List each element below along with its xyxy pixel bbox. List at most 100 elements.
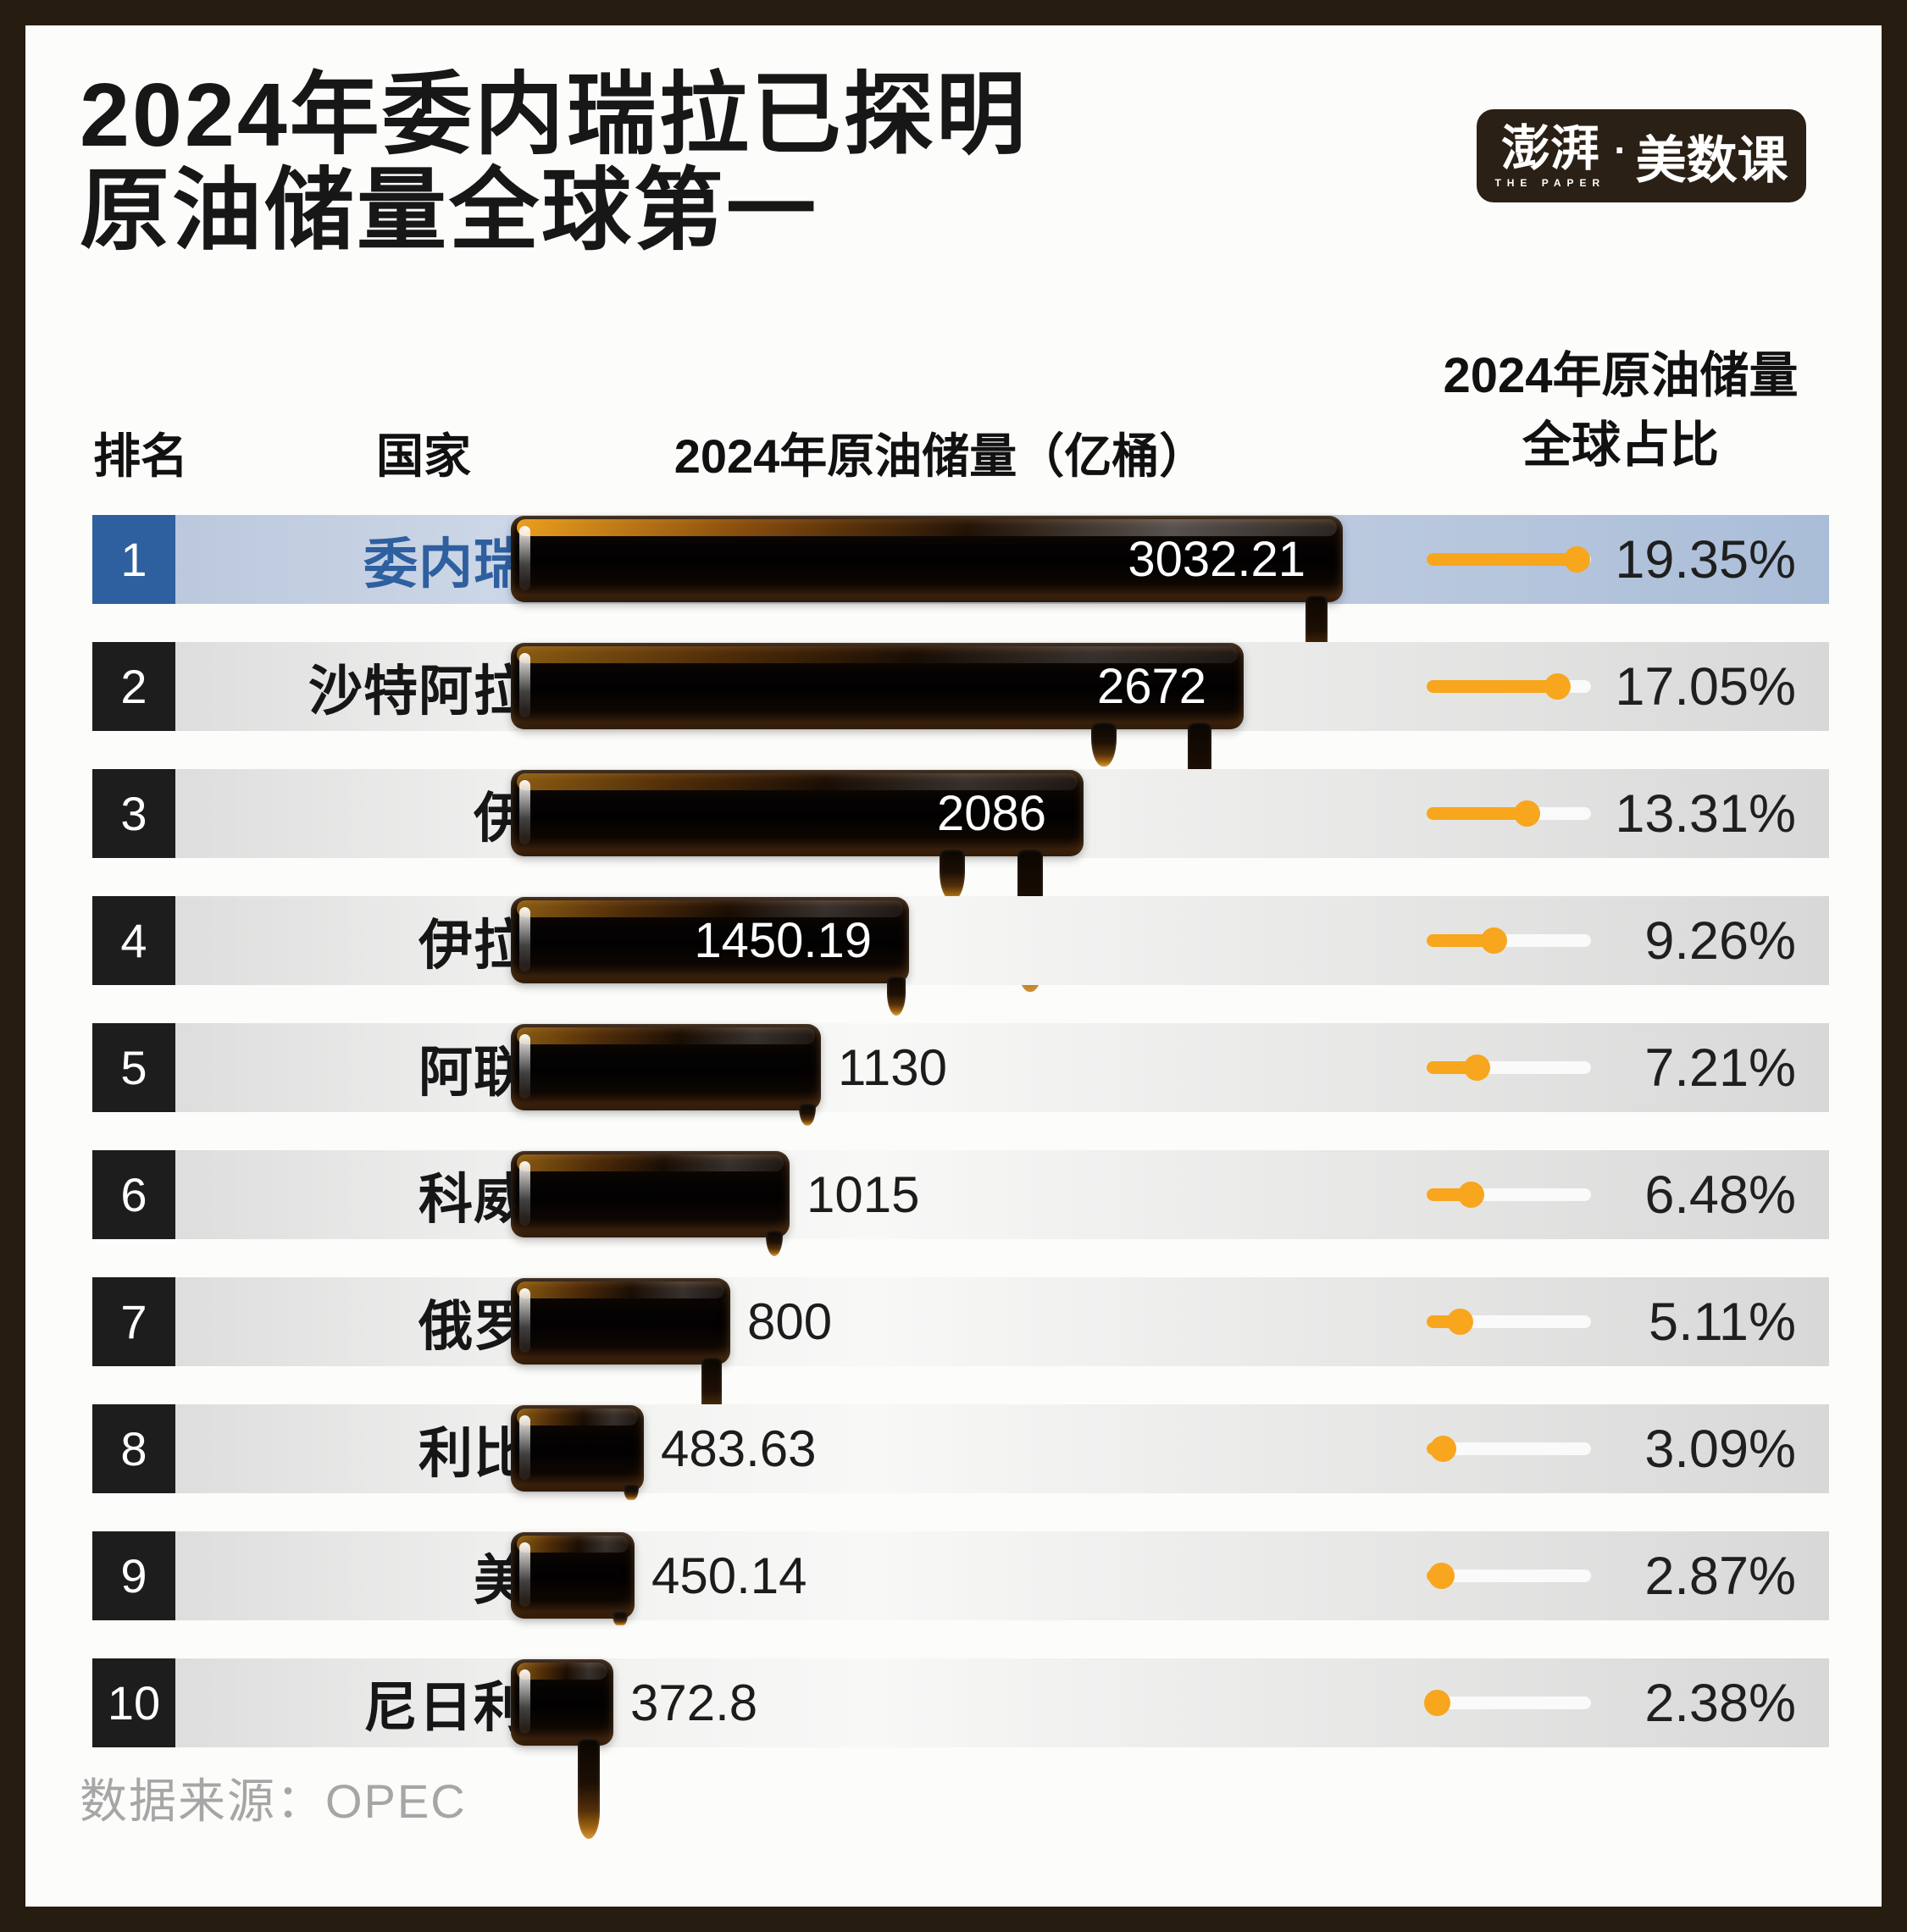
rank-badge: 3 <box>92 769 175 858</box>
oil-bar-left-gloss <box>519 1669 530 1734</box>
the-paper-logo: 澎湃 THE PAPER · 美数课 <box>1477 109 1806 202</box>
reserve-value-label: 3032.21 <box>1128 531 1306 587</box>
oil-bar-top-gloss <box>517 1536 629 1553</box>
oil-drip-icon <box>799 1104 816 1126</box>
rank-badge: 5 <box>92 1023 175 1112</box>
logo-brand-en: THE PAPER <box>1494 176 1606 189</box>
oil-bar <box>511 1532 635 1625</box>
share-percent-label: 2.38% <box>1644 1673 1796 1733</box>
oil-bar-left-gloss <box>519 1415 530 1480</box>
oil-bar-top-gloss <box>517 1409 638 1425</box>
reserve-value-label: 483.63 <box>661 1420 817 1477</box>
page-title-line2: 原油储量全球第一 <box>80 161 818 262</box>
oil-bar-top-gloss <box>517 773 1078 790</box>
lollipop-dot-icon <box>1481 927 1507 954</box>
table-row: 6 科威特 1015 6.48% <box>92 1150 1829 1256</box>
lollipop-dot-icon <box>1428 1563 1455 1589</box>
rank-badge: 1 <box>92 515 175 604</box>
share-lollipop <box>1424 1690 1591 1716</box>
data-source-note: 数据来源：OPEC <box>80 1774 467 1828</box>
oil-bar-top-gloss <box>517 1027 815 1044</box>
page-title: 2024年委内瑞拉已探明 原油储量全球第一 <box>80 65 1028 262</box>
oil-drip-icon <box>887 977 906 1016</box>
lollipop-track <box>1427 1442 1591 1455</box>
oil-bar <box>511 1024 821 1126</box>
lollipop-dot-icon <box>1430 1436 1456 1462</box>
table-row: 10 尼日利亚 372.8 2.38% <box>92 1658 1829 1839</box>
table-row: 3 伊朗 2086 13.31% <box>92 769 1829 992</box>
header-share: 2024年原油储量 全球占比 <box>1426 341 1816 481</box>
logo-suffix: 美数课 <box>1635 131 1788 189</box>
logo-brand-block: 澎湃 THE PAPER <box>1494 120 1606 189</box>
table-row: 9 美国 450.14 2.87% <box>92 1531 1829 1625</box>
oil-bar-top-gloss <box>517 519 1337 536</box>
oil-drip-icon <box>624 1485 639 1500</box>
oil-bar: 2086 <box>511 770 1084 992</box>
reserve-value-label: 800 <box>747 1293 833 1350</box>
lollipop-track <box>1427 1697 1591 1709</box>
rank-badge: 9 <box>92 1531 175 1620</box>
oil-bar-left-gloss <box>519 1034 530 1099</box>
oil-bar-left-gloss <box>519 907 530 972</box>
lollipop-fill <box>1427 680 1566 693</box>
table-row: 7 俄罗斯 800 5.11% <box>92 1277 1829 1431</box>
table-row: 4 伊拉克 1450.19 9.26% <box>92 896 1829 1016</box>
share-percent-label: 3.09% <box>1644 1419 1796 1479</box>
share-percent-label: 2.87% <box>1644 1546 1796 1606</box>
reserve-value-label: 1130 <box>838 1039 948 1096</box>
oil-drip-icon <box>766 1231 783 1256</box>
table-row: 2 沙特阿拉伯 2672 17.05% <box>92 642 1829 851</box>
oil-bar-top-gloss <box>517 646 1238 663</box>
reserve-value-label: 372.8 <box>630 1675 758 1731</box>
oil-bar-top-gloss <box>517 1663 607 1680</box>
oil-drip-icon <box>578 1739 600 1839</box>
rank-badge: 7 <box>92 1277 175 1366</box>
oil-bar <box>511 1659 613 1839</box>
share-percent-label: 13.31% <box>1615 783 1796 844</box>
lollipop-dot-icon <box>1464 1055 1490 1081</box>
lollipop-fill <box>1427 553 1586 566</box>
logo-separator-dot: · <box>1614 128 1627 172</box>
share-lollipop <box>1427 1436 1591 1462</box>
page-title-line1: 2024年委内瑞拉已探明 <box>80 65 1028 165</box>
share-lollipop <box>1427 1563 1591 1589</box>
share-lollipop <box>1427 546 1591 573</box>
reserve-value-label: 2672 <box>1096 658 1206 714</box>
oil-bar-left-gloss <box>519 780 530 844</box>
oil-bar <box>511 1278 730 1431</box>
share-lollipop <box>1427 673 1591 700</box>
share-percent-label: 17.05% <box>1615 656 1796 717</box>
reserve-value-label: 1015 <box>807 1166 920 1223</box>
table-row: 8 利比亚 483.63 3.09% <box>92 1404 1829 1500</box>
oil-bar-left-gloss <box>519 1288 530 1353</box>
lollipop-dot-icon <box>1458 1182 1484 1208</box>
logo-brand-cn: 澎湃 <box>1500 120 1599 176</box>
rank-badge: 4 <box>92 896 175 985</box>
share-lollipop <box>1427 800 1591 827</box>
header-country: 国家 <box>376 429 471 483</box>
share-percent-label: 5.11% <box>1649 1292 1796 1352</box>
table-row: 5 阿联酋 1130 7.21% <box>92 1023 1829 1126</box>
oil-bar-left-gloss <box>519 1542 530 1607</box>
header-reserves: 2024年原油储量（亿桶） <box>674 429 1207 483</box>
oil-drip-icon <box>940 850 965 900</box>
oil-bar-top-gloss <box>517 1282 724 1298</box>
rank-badge: 8 <box>92 1404 175 1493</box>
share-percent-label: 9.26% <box>1644 911 1796 971</box>
rank-badge: 6 <box>92 1150 175 1239</box>
share-lollipop <box>1427 1309 1591 1335</box>
oil-drip-icon <box>1091 722 1117 767</box>
reserve-value-label: 2086 <box>936 785 1046 841</box>
lollipop-dot-icon <box>1447 1309 1473 1335</box>
lollipop-dot-icon <box>1564 546 1590 573</box>
oil-bar-top-gloss <box>517 1154 784 1171</box>
header-rank: 排名 <box>93 429 188 483</box>
oil-bar: 1450.19 <box>511 897 909 1016</box>
oil-bar-top-gloss <box>517 900 903 917</box>
oil-bar <box>511 1405 644 1500</box>
header-share-line2: 全球占比 <box>1522 418 1719 473</box>
lollipop-fill <box>1427 807 1536 820</box>
rank-badge: 2 <box>92 642 175 731</box>
share-percent-label: 19.35% <box>1615 529 1796 590</box>
